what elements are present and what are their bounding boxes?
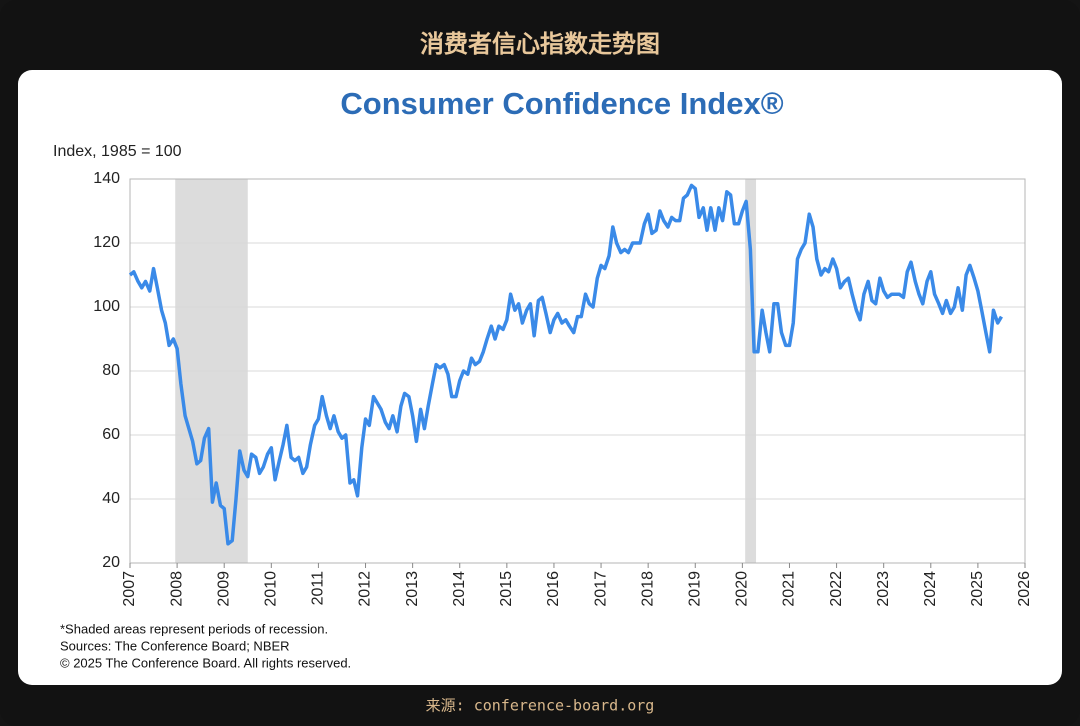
x-tick-label: 2009 [215, 571, 232, 607]
x-tick-label: 2023 [875, 571, 892, 607]
x-tick-label: 2024 [922, 571, 939, 607]
x-tick-label: 2008 [168, 571, 185, 607]
y-axis-label: Index, 1985 = 100 [53, 143, 182, 160]
y-tick-label: 100 [93, 298, 120, 315]
series-line [128, 183, 1003, 546]
x-tick-label: 2010 [263, 571, 280, 607]
x-tick-label: 2012 [357, 571, 374, 607]
y-tick-label: 20 [102, 554, 120, 571]
x-tick-label: 2007 [121, 571, 138, 607]
footer-source: 来源: conference-board.org [426, 697, 655, 715]
note: © 2025 The Conference Board. All rights … [60, 655, 351, 670]
y-tick-label: 120 [93, 234, 120, 251]
y-tick-label: 60 [102, 426, 120, 443]
x-tick-label: 2026 [1016, 571, 1033, 607]
x-tick-label: 2022 [828, 571, 845, 607]
x-tick-label: 2020 [734, 571, 751, 607]
plot-border [129, 178, 1026, 564]
x-tick-label: 2017 [592, 571, 609, 607]
y-tick-label: 40 [102, 490, 120, 507]
x-tick-label: 2018 [639, 571, 656, 607]
header-title: 消费者信心指数走势图 [420, 30, 660, 58]
x-tick-label: 2016 [545, 571, 562, 607]
x-tick-label: 2021 [781, 571, 798, 607]
y-tick-label: 80 [102, 362, 120, 379]
note: *Shaded areas represent periods of reces… [60, 621, 328, 636]
card [18, 70, 1062, 685]
x-tick-label: 2015 [498, 571, 515, 607]
chart-title: Consumer Confidence Index® [340, 86, 783, 121]
x-tick-label: 2014 [451, 571, 468, 607]
note: Sources: The Conference Board; NBER [60, 638, 290, 653]
x-tick-label: 2011 [310, 571, 327, 606]
x-tick-label: 2019 [686, 571, 703, 607]
x-tick-label: 2025 [969, 571, 986, 607]
x-tick-label: 2013 [404, 571, 421, 607]
y-tick-label: 140 [93, 170, 120, 187]
